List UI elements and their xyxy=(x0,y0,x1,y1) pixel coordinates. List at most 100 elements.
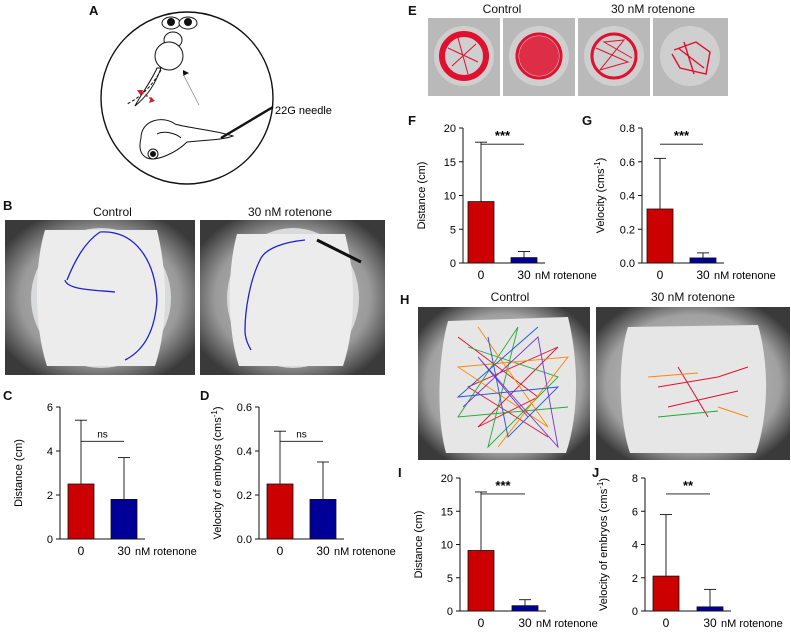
panel-label-a: A xyxy=(89,3,99,18)
panel-a-schematic: 22G needle xyxy=(100,11,332,185)
x-tick-label: 0 xyxy=(78,544,85,558)
panel-label-b: B xyxy=(3,198,13,213)
bar-30 xyxy=(309,499,337,540)
y-tick-label: 20 xyxy=(444,123,456,135)
bar-30 xyxy=(696,606,724,612)
panel-label-j: J xyxy=(592,465,600,480)
well-4 xyxy=(653,18,728,96)
tracks-rotenone xyxy=(647,366,749,418)
panel-label-d: D xyxy=(200,388,210,403)
track-control xyxy=(64,231,158,361)
y-tick-label: 5 xyxy=(447,573,453,585)
panel-label-g: G xyxy=(582,113,593,128)
panel-b-title-rotenone: 30 nM rotenone xyxy=(247,205,333,219)
bar-0 xyxy=(652,575,680,612)
y-tick-label: 2 xyxy=(632,573,638,585)
bar-chart-distance-i: 0 5 10 15 20 Distance (cm) 0 30 nM rotenone *** xyxy=(413,473,598,630)
x-tick-label: 0 xyxy=(657,268,664,282)
bar-0 xyxy=(467,550,495,612)
y-tick-label: 0 xyxy=(450,258,456,270)
panel-e-title-control: Control xyxy=(482,2,522,16)
panel-e-photos xyxy=(428,18,728,96)
bar-30 xyxy=(510,257,538,264)
x-axis-unit-label: nM rotenone xyxy=(714,270,776,282)
y-tick-label: 0 xyxy=(47,534,53,546)
panel-h-title-rotenone: 30 nM rotenone xyxy=(650,290,736,304)
petri-dish-outline xyxy=(100,11,274,185)
y-axis-label: Distance (cm) xyxy=(13,439,25,507)
y-tick-label: 0.8 xyxy=(620,123,635,135)
agarose-disc xyxy=(36,230,166,366)
panel-h-title-control: Control xyxy=(490,290,530,304)
well-2 xyxy=(503,18,575,96)
y-tick-label: 0.6 xyxy=(620,157,635,169)
y-tick-label: 0.4 xyxy=(620,191,635,203)
significance-label: ns xyxy=(97,429,108,440)
x-tick-label: 0 xyxy=(277,544,284,558)
bar-0 xyxy=(266,483,294,540)
x-axis-unit-label: nM rotenone xyxy=(135,546,197,558)
x-tick-label: 0 xyxy=(478,616,485,630)
y-tick-label: 6 xyxy=(632,506,638,518)
tracks-control xyxy=(456,326,569,449)
y-tick-label: 8 xyxy=(632,473,638,485)
x-tick-label: 0 xyxy=(663,616,670,630)
red-arrowhead-icon xyxy=(149,97,155,103)
y-tick-label: 0.4 xyxy=(237,446,252,458)
significance-label: *** xyxy=(495,128,511,143)
bar-0 xyxy=(67,483,95,540)
panel-label-e: E xyxy=(408,3,417,18)
larva-dorsal-icon xyxy=(126,16,198,107)
panel-e-title-rotenone: 30 nM rotenone xyxy=(610,2,696,16)
x-axis-unit-label: nM rotenone xyxy=(334,546,396,558)
significance-label: *** xyxy=(495,478,511,493)
track-rotenone xyxy=(244,239,306,351)
panel-b-photos xyxy=(5,220,385,375)
panel-h-photos xyxy=(418,307,790,460)
x-tick-label: 30 xyxy=(696,268,710,282)
x-tick-label: 30 xyxy=(316,544,330,558)
y-tick-label: 2 xyxy=(47,490,53,502)
needle-icon xyxy=(220,105,274,140)
y-tick-label: 10 xyxy=(444,191,456,203)
x-tick-label: 30 xyxy=(703,616,717,630)
significance-label: ** xyxy=(683,478,694,493)
y-axis-label: Distance (cm) xyxy=(413,511,425,579)
bar-30 xyxy=(689,257,717,264)
x-tick-label: 30 xyxy=(518,616,532,630)
x-axis-unit-label: nM rotenone xyxy=(721,618,783,630)
panel-b-title-control: Control xyxy=(93,205,132,219)
arrowhead-icon xyxy=(183,70,189,76)
y-tick-label: 4 xyxy=(632,540,638,552)
y-tick-label: 0.6 xyxy=(237,402,252,414)
guide-line xyxy=(182,73,200,106)
y-tick-label: 0.2 xyxy=(620,224,635,236)
bar-30 xyxy=(110,499,138,540)
bar-chart-distance-f: 0 5 10 15 20 Distance (cm) 0 30 nM rotenone *** xyxy=(416,123,597,282)
y-axis-label: Velocity of embryos (cms-1) xyxy=(210,406,224,539)
y-axis-label: Distance (cm) xyxy=(416,162,428,230)
y-tick-label: 20 xyxy=(441,473,453,485)
red-arrowhead-icon xyxy=(137,90,143,96)
y-tick-label: 0 xyxy=(632,606,638,618)
bar-0 xyxy=(467,201,495,264)
y-axis-label: Velocity of embryos (cms-1) xyxy=(596,478,610,611)
x-tick-label: 0 xyxy=(478,268,485,282)
well-3 xyxy=(578,18,650,96)
panel-label-i: I xyxy=(398,465,402,480)
y-tick-label: 5 xyxy=(450,224,456,236)
needle-label: 22G needle xyxy=(275,105,332,117)
bar-chart-velocity-g: 0.0 0.2 0.4 0.6 0.8 Velocity (cms-1) 0 30 nM rot… xyxy=(593,123,776,282)
y-tick-label: 10 xyxy=(441,540,453,552)
bar-chart-velocity-j: 0 2 4 6 8 Velocity of embryos (cms-1) 0 30 nM ro… xyxy=(596,473,783,630)
y-tick-label: 6 xyxy=(47,402,53,414)
panel-label-h: H xyxy=(400,292,410,307)
y-tick-label: 0 xyxy=(447,606,453,618)
y-tick-label: 0.2 xyxy=(237,490,252,502)
larva-lateral-icon xyxy=(139,119,235,160)
significance-label: ns xyxy=(296,429,307,440)
bar-chart-velocity-d: 0.0 0.2 0.4 0.6 Velocity of embryos (cms-1) 0… xyxy=(210,402,396,558)
panel-label-f: F xyxy=(408,113,416,128)
bar-30 xyxy=(511,605,539,612)
x-tick-label: 30 xyxy=(117,544,131,558)
